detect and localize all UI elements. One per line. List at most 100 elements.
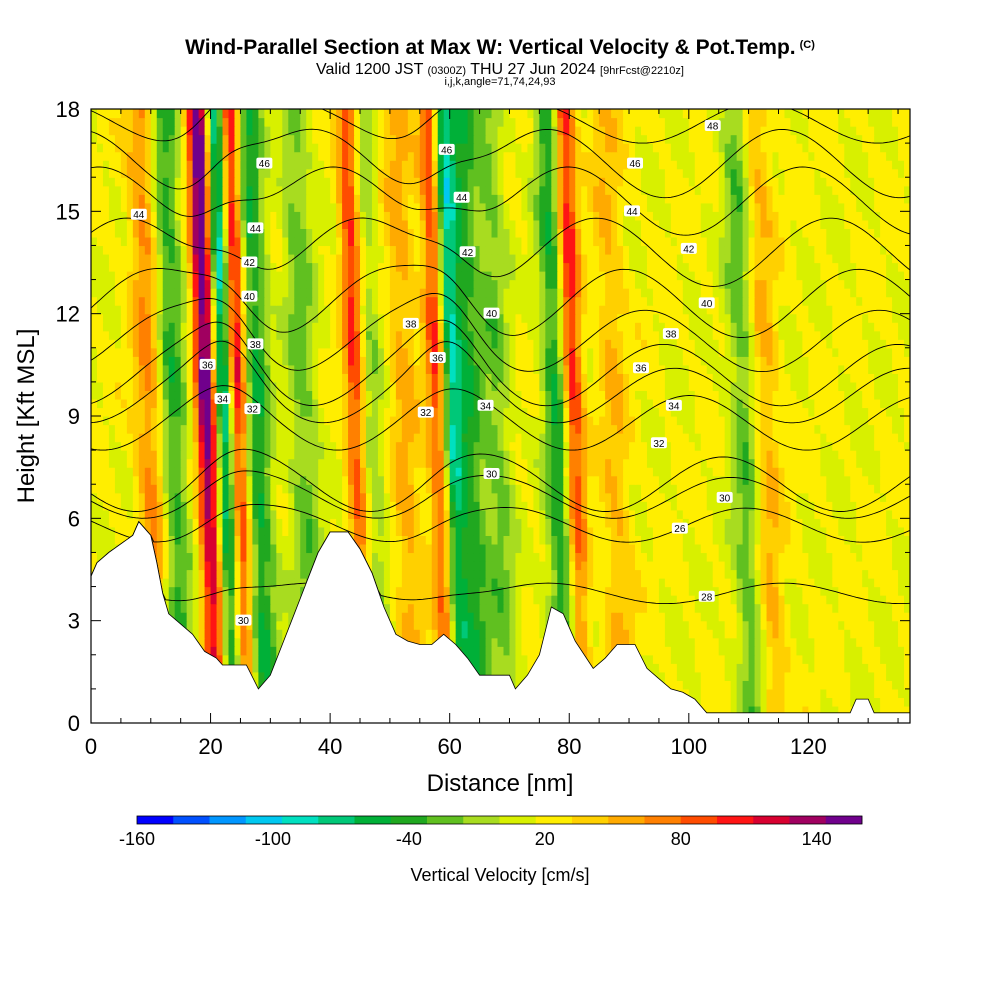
velocity-cell: [832, 535, 839, 545]
velocity-cell: [904, 697, 910, 707]
zulu-time: (0300Z): [427, 65, 467, 77]
velocity-cell: [210, 535, 218, 545]
velocity-cell: [258, 535, 265, 545]
velocity-cell: [246, 450, 254, 460]
velocity-cell: [395, 578, 403, 588]
velocity-cell: [706, 697, 714, 707]
velocity-cell: [485, 424, 493, 434]
velocity-cell: [527, 637, 534, 647]
velocity-cell: [706, 526, 714, 536]
velocity-cell: [144, 492, 152, 502]
velocity-cell: [108, 543, 116, 554]
velocity-cell: [658, 560, 666, 571]
velocity-cell: [174, 552, 182, 562]
velocity-cell: [288, 475, 295, 485]
velocity-cell: [808, 441, 815, 451]
velocity-cell: [760, 552, 768, 562]
velocity-cell: [138, 450, 146, 460]
velocity-cell: [886, 569, 893, 579]
velocity-cell: [192, 501, 200, 511]
velocity-cell: [467, 569, 475, 579]
velocity-cell: [509, 629, 517, 639]
velocity-cell: [874, 509, 881, 519]
velocity-cell: [748, 578, 756, 588]
velocity-cell: [413, 578, 421, 588]
velocity-cell: [838, 620, 845, 630]
velocity-cell: [228, 526, 236, 536]
velocity-cell: [401, 484, 409, 494]
velocity-cell: [599, 595, 606, 605]
velocity-cell: [527, 663, 534, 673]
velocity-cell: [258, 450, 265, 460]
velocity-cell: [904, 595, 910, 605]
velocity-cell: [300, 560, 307, 571]
title-text: Wind-Parallel Section at Max W: Vertical…: [185, 36, 796, 59]
velocity-cell: [258, 424, 265, 434]
velocity-cell: [790, 595, 798, 605]
velocity-cell: [748, 458, 756, 468]
velocity-cell: [682, 424, 690, 434]
velocity-cell: [425, 441, 433, 451]
velocity-cell: [210, 458, 218, 468]
velocity-cell: [670, 620, 678, 630]
velocity-cell: [617, 518, 624, 528]
velocity-cell: [497, 526, 505, 536]
velocity-cell: [108, 416, 116, 426]
velocity-cell: [904, 671, 910, 681]
velocity-cell: [234, 407, 242, 417]
velocity-cell: [479, 654, 487, 664]
velocity-cell: [413, 509, 421, 519]
velocity-cell: [491, 433, 499, 443]
velocity-cell: [276, 552, 283, 562]
velocity-cell: [652, 586, 660, 596]
velocity-cell: [623, 535, 630, 545]
velocity-cell: [670, 586, 678, 596]
velocity-cell: [892, 450, 899, 460]
velocity-cell: [844, 416, 851, 426]
velocity-cell: [832, 475, 839, 485]
velocity-cell: [527, 416, 534, 426]
velocity-cell: [479, 492, 487, 502]
velocity-cell: [808, 646, 815, 656]
velocity-cell: [760, 526, 768, 536]
velocity-cell: [461, 620, 469, 630]
velocity-cell: [264, 407, 271, 417]
velocity-cell: [419, 441, 427, 451]
velocity-cell: [449, 543, 457, 554]
velocity-cell: [772, 484, 780, 494]
velocity-cell: [150, 458, 158, 468]
velocity-cell: [688, 509, 696, 519]
velocity-cell: [168, 433, 176, 443]
velocity-cell: [294, 578, 301, 588]
velocity-cell: [862, 569, 869, 579]
velocity-cell: [168, 543, 176, 554]
velocity-cell: [874, 688, 881, 699]
velocity-cell: [222, 578, 230, 588]
velocity-cell: [898, 612, 905, 622]
velocity-cell: [688, 603, 696, 613]
velocity-cell: [545, 501, 552, 511]
velocity-cell: [264, 526, 271, 536]
velocity-cell: [635, 560, 642, 571]
velocity-cell: [892, 680, 899, 690]
velocity-cell: [252, 629, 259, 639]
velocity-cell: [497, 450, 505, 460]
velocity-cell: [892, 578, 899, 588]
velocity-cell: [724, 501, 732, 511]
velocity-cell: [904, 646, 910, 656]
velocity-cell: [515, 671, 523, 681]
velocity-cell: [521, 424, 529, 434]
velocity-cell: [766, 612, 774, 622]
velocity-cell: [904, 433, 910, 443]
velocity-cell: [796, 458, 803, 468]
velocity-cell: [617, 458, 624, 468]
velocity-cell: [640, 543, 648, 554]
velocity-cell: [312, 416, 319, 426]
velocity-cell: [736, 705, 744, 716]
velocity-cell: [473, 612, 481, 622]
velocity-cell: [790, 620, 798, 630]
velocity-cell: [658, 467, 666, 477]
velocity-cell: [336, 492, 343, 502]
velocity-cell: [228, 612, 236, 622]
velocity-cell: [593, 509, 600, 519]
